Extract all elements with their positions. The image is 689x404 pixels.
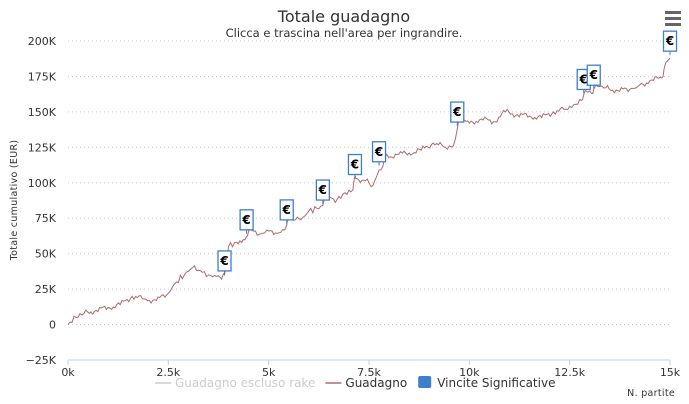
- x-axis-title: N. partite: [627, 388, 675, 399]
- y-tick-label: 50K: [35, 248, 57, 261]
- grid-lines: [68, 40, 670, 361]
- x-tick-label: 10k: [459, 366, 480, 379]
- chart-title: Totale guadagno: [277, 7, 410, 26]
- y-tick-label: 75K: [35, 212, 57, 225]
- y-tick-label: 150K: [28, 106, 57, 119]
- x-tick-label: 15k: [660, 366, 681, 379]
- series-line-guadagno[interactable]: [67, 57, 671, 325]
- legend-label: Vincite Significative: [437, 376, 555, 390]
- significant-win-flag[interactable]: €: [279, 199, 294, 224]
- euro-flag-label: €: [589, 68, 598, 82]
- euro-flag-label: €: [452, 105, 461, 119]
- x-tick-label: 12.5k: [554, 366, 585, 379]
- x-tick-label: 5k: [262, 366, 276, 379]
- flag-layer[interactable]: €€€€€€€€ €€: [217, 30, 678, 275]
- significant-win-flag[interactable]: €: [450, 101, 465, 127]
- y-tick-label: 125K: [28, 141, 57, 154]
- y-tick-label: 100K: [28, 177, 57, 190]
- legend-item-guadagno[interactable]: Guadagno: [325, 376, 407, 390]
- x-tick-label: 7.5k: [357, 366, 381, 379]
- euro-flag-label: €: [665, 34, 674, 48]
- legend[interactable]: Guadagno escluso rake Guadagno Vincite Sig…: [155, 376, 555, 390]
- y-tick-label: 175K: [28, 70, 57, 83]
- axes: −25K 0 25K 50K 75K 100K 125K 150K 175K 200K 0k 2.5k…: [26, 35, 681, 379]
- euro-flag-label: €: [282, 203, 291, 217]
- legend-item-vincite-significative[interactable]: Vincite Significative: [418, 376, 555, 390]
- significant-win-flag[interactable]: €: [315, 179, 330, 205]
- euro-flag-label: €: [579, 72, 588, 86]
- hamburger-menu-icon[interactable]: [665, 11, 681, 26]
- legend-item-guadagno-escluso-rake[interactable]: Guadagno escluso rake: [155, 376, 315, 390]
- significant-win-flag[interactable]: €: [662, 30, 678, 56]
- legend-box-symbol: [418, 376, 432, 388]
- euro-flag-label: €: [241, 213, 250, 227]
- significant-win-flag[interactable]: €: [371, 141, 387, 166]
- y-tick-label: 25K: [35, 283, 57, 296]
- y-tick-label: −25K: [26, 354, 57, 367]
- y-axis-title: Totale cumulativo (EUR): [9, 140, 20, 262]
- y-tick-label: 0: [49, 319, 56, 332]
- x-tick-label: 2.5k: [156, 366, 180, 379]
- chart-subtitle: Clicca e trascina nell'area per ingrandi…: [226, 26, 463, 40]
- euro-flag-label: €: [350, 158, 359, 172]
- euro-flag-label: €: [374, 145, 383, 159]
- legend-label: Guadagno escluso rake: [175, 376, 315, 390]
- significant-win-flag[interactable]: €: [586, 64, 601, 90]
- significant-win-flag[interactable]: €: [217, 250, 232, 275]
- legend-label: Guadagno: [345, 376, 407, 390]
- x-tick-label: 0k: [61, 366, 75, 379]
- euro-flag-label: €: [219, 254, 228, 268]
- significant-win-flag[interactable]: €: [239, 209, 254, 234]
- y-tick-label: 200K: [28, 35, 57, 48]
- significant-win-flag[interactable]: €: [347, 153, 363, 179]
- series-layer[interactable]: [67, 57, 671, 325]
- euro-flag-label: €: [318, 183, 327, 197]
